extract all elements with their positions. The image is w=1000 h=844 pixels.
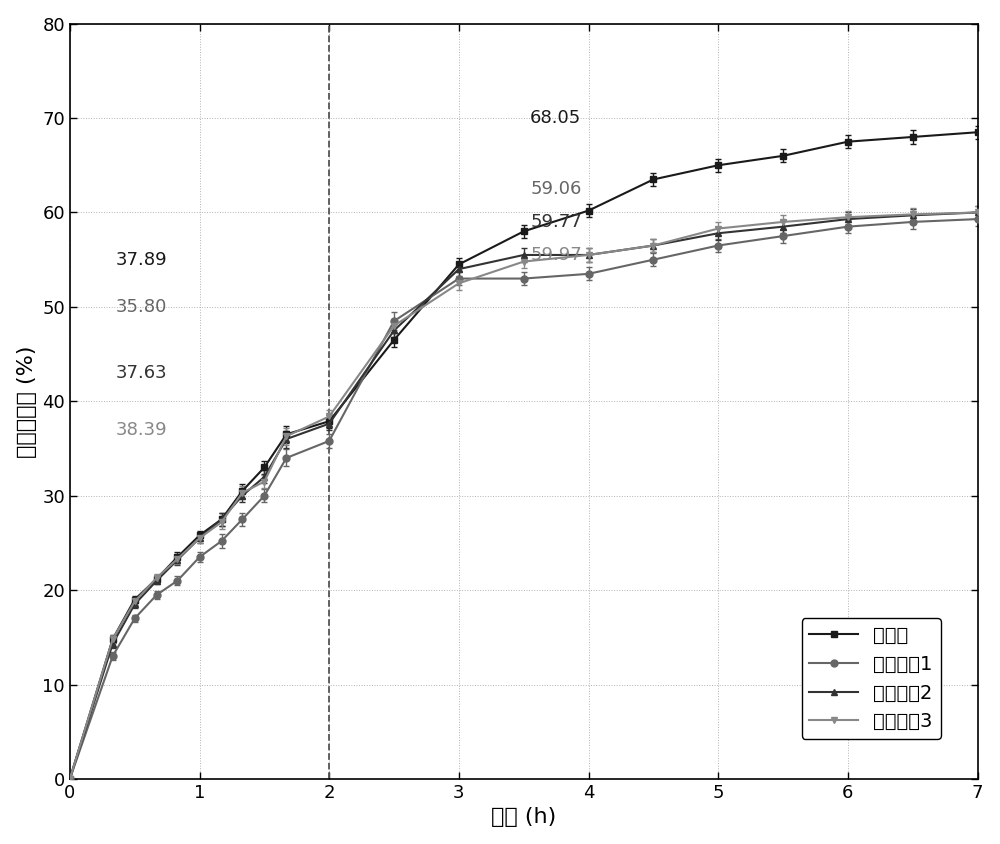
Text: 35.80: 35.80 xyxy=(115,298,167,316)
Text: 59.06: 59.06 xyxy=(530,180,582,197)
Text: 68.05: 68.05 xyxy=(530,109,581,127)
Legend: 对比例, 实施案例1, 实施案例2, 实施案例3: 对比例, 实施案例1, 实施案例2, 实施案例3 xyxy=(802,619,941,739)
Text: 38.39: 38.39 xyxy=(115,420,167,439)
Text: 37.63: 37.63 xyxy=(115,364,167,382)
Text: 59.97: 59.97 xyxy=(530,246,582,264)
Text: 37.89: 37.89 xyxy=(115,251,167,268)
Text: 59.77: 59.77 xyxy=(530,213,582,231)
Y-axis label: 累计释放量 (%): 累计释放量 (%) xyxy=(17,345,37,457)
X-axis label: 时间 (h): 时间 (h) xyxy=(491,808,556,827)
